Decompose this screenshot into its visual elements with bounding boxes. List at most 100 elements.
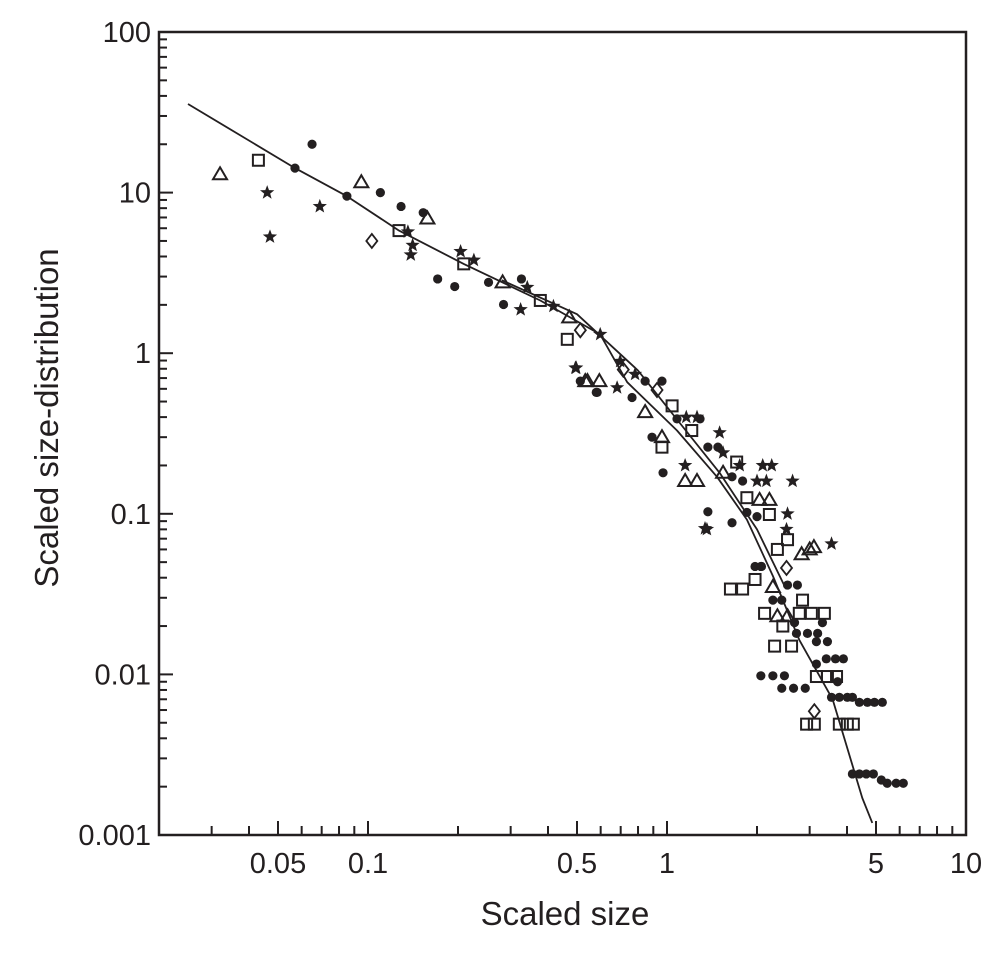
data-point-circle	[752, 512, 762, 522]
data-point-triangle	[750, 490, 769, 506]
data-point-star	[513, 302, 528, 316]
data-point-circle	[768, 671, 778, 681]
data-point-circle	[821, 654, 831, 664]
data-point-circle	[838, 654, 848, 664]
data-point-square	[740, 491, 754, 505]
data-point-circle	[882, 778, 892, 788]
data-point-circle	[713, 442, 723, 452]
data-point-diamond	[573, 321, 587, 339]
data-point-square	[785, 639, 799, 653]
data-point-triangle	[418, 209, 437, 225]
data-point-circle	[483, 277, 494, 287]
data-point-circle	[802, 628, 813, 639]
x-tick-label: 0.1	[348, 848, 388, 880]
data-point-star	[755, 458, 770, 472]
data-point-circle	[862, 697, 873, 707]
data-point-circle	[817, 618, 828, 628]
data-point-diamond	[779, 559, 794, 577]
data-point-circle	[877, 697, 887, 707]
data-point-square	[748, 572, 762, 586]
fit-main-line	[187, 103, 874, 824]
x-tick-label: 10	[950, 848, 982, 880]
axis-ticks	[158, 38, 954, 836]
data-point-circle	[738, 476, 748, 486]
data-point-star	[785, 473, 800, 488]
data-point-circle	[854, 769, 864, 779]
data-point-square	[781, 533, 795, 547]
data-point-circle	[777, 683, 787, 693]
data-point-star	[732, 458, 747, 472]
data-point-square	[846, 717, 860, 731]
data-point-star	[520, 279, 535, 294]
data-point-circle	[869, 697, 880, 707]
data-point-circle	[450, 281, 460, 292]
data-point-square	[655, 440, 669, 454]
data-point-star	[697, 521, 713, 535]
y-tick-label: 100	[103, 17, 151, 49]
data-point-square	[804, 606, 818, 620]
data-point-circle	[822, 637, 833, 647]
data-point-star	[568, 360, 583, 374]
data-point-triangle	[688, 472, 706, 488]
data-point-square	[762, 508, 776, 522]
data-point-circle	[658, 468, 668, 478]
data-point-square	[807, 717, 821, 731]
data-point-circle	[516, 274, 527, 284]
y-tick-label: 1	[135, 338, 151, 370]
data-point-diamond	[650, 381, 664, 399]
data-point-circle	[657, 376, 667, 386]
data-point-star	[627, 366, 643, 381]
data-point-star	[405, 237, 420, 252]
data-point-square	[560, 332, 574, 346]
data-point-star	[715, 445, 731, 459]
data-point-circle	[703, 507, 713, 517]
data-point-circle	[779, 671, 790, 681]
y-tick-label: 0.001	[78, 820, 151, 852]
data-point-square	[758, 606, 772, 620]
data-point-circle	[834, 692, 844, 702]
data-point-circle	[792, 580, 803, 590]
y-axis-label: Scaled size-distribution	[28, 248, 65, 587]
data-point-triangle	[636, 403, 654, 419]
plot-frame	[157, 30, 968, 837]
data-point-circle	[647, 432, 657, 442]
data-point-triangle	[760, 490, 779, 506]
data-point-circle	[433, 274, 443, 284]
data-point-circle	[788, 683, 799, 693]
data-point-square	[770, 542, 784, 556]
data-point-star	[613, 353, 628, 368]
data-point-square	[251, 153, 265, 167]
data-point-circle	[847, 692, 858, 702]
data-point-circle	[861, 769, 871, 779]
data-point-triangle	[578, 372, 597, 388]
data-point-circle	[813, 628, 823, 639]
data-point-circle	[830, 654, 841, 664]
data-point-diamond	[365, 232, 379, 250]
data-point-circle	[768, 595, 778, 605]
data-point-circle	[868, 769, 878, 779]
data-point-triangle	[352, 173, 371, 189]
x-tick-label: 0.5	[557, 848, 597, 880]
y-tick-label: 0.01	[95, 659, 151, 691]
x-tick-label: 1	[659, 848, 675, 880]
x-axis-label: Scaled size	[481, 895, 650, 932]
data-point-square	[457, 257, 471, 271]
data-point-square	[817, 606, 831, 620]
data-point-circle	[375, 188, 385, 198]
data-point-square	[723, 582, 737, 596]
x-tick-label: 0.05	[250, 848, 306, 880]
data-point-circle	[756, 671, 766, 681]
data-point-star	[749, 473, 765, 488]
data-point-triangle	[800, 540, 819, 556]
data-point-star	[262, 229, 278, 243]
data-point-star	[453, 244, 468, 258]
data-point-triangle	[211, 165, 229, 181]
data-point-star	[824, 536, 839, 550]
data-point-circle	[498, 299, 509, 310]
data-point-square	[776, 619, 790, 633]
data-point-star	[679, 409, 694, 424]
y-tick-label: 10	[119, 178, 151, 210]
data-point-circle	[898, 778, 908, 788]
